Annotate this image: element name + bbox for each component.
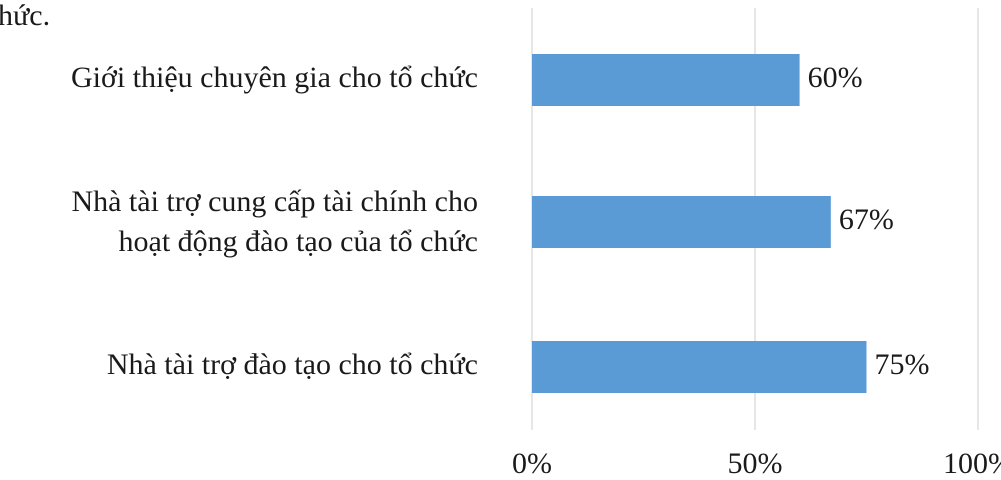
y-tick-label: Nhà tài trợ cung cấp tài chính cho [71, 185, 478, 218]
bar [532, 341, 867, 393]
x-tick-label: 0% [512, 447, 552, 480]
bar [532, 54, 800, 106]
value-label: 75% [875, 348, 930, 381]
annotation: hức. [0, 0, 50, 32]
value-label: 60% [808, 61, 863, 94]
y-tick-label: hoạt động đào tạo của tổ chức [119, 225, 478, 258]
y-tick-label: Giới thiệu chuyên gia cho tổ chức [71, 61, 478, 94]
bar [532, 196, 831, 248]
value-label: 67% [839, 203, 894, 236]
y-tick-label: Nhà tài trợ đào tạo cho tổ chức [107, 348, 478, 381]
x-tick-label: 100% [943, 447, 1001, 480]
x-tick-label: 50% [728, 447, 783, 480]
